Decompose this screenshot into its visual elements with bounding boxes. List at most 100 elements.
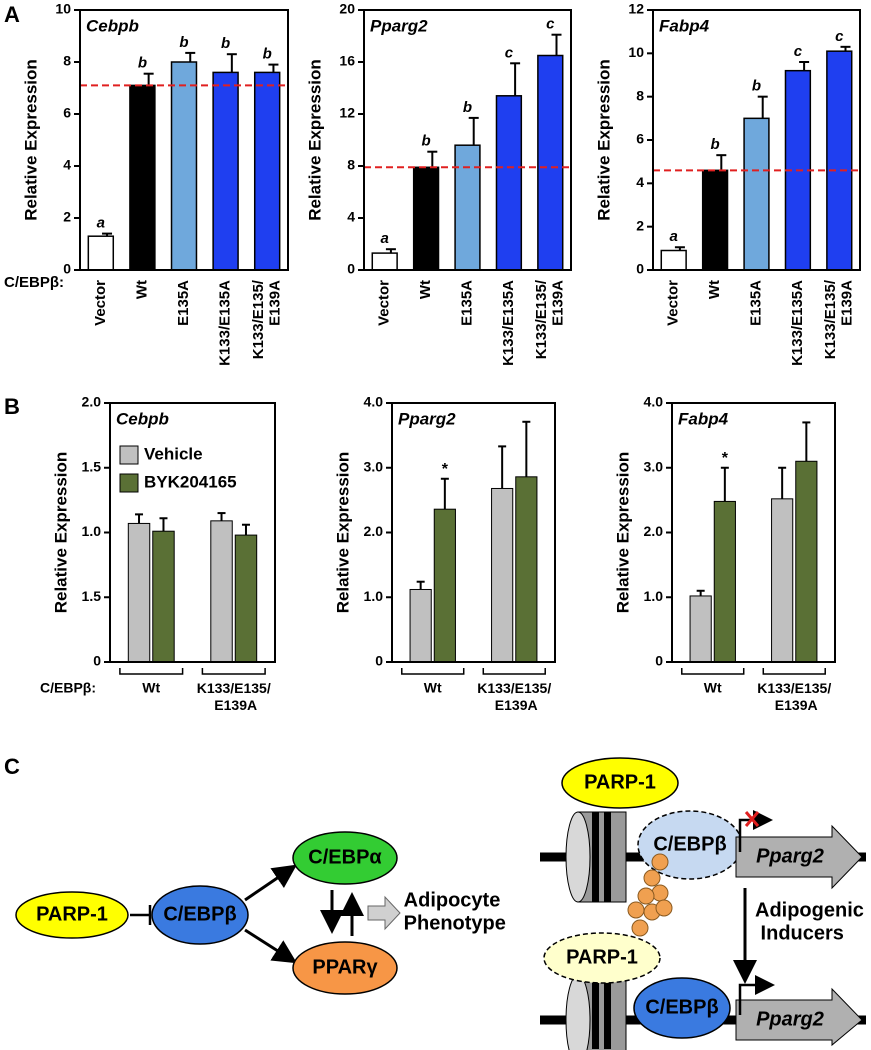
node-label: PARP-1 bbox=[36, 903, 108, 925]
arrow bbox=[244, 864, 297, 902]
plot-frame bbox=[109, 402, 276, 663]
gene bbox=[735, 824, 863, 890]
y-tick-label: 3.0 bbox=[644, 458, 664, 474]
x-tick-label: K133/E135/ E139A bbox=[250, 279, 284, 359]
chart-title: Fabp4 bbox=[659, 16, 710, 35]
bar bbox=[152, 530, 175, 663]
node bbox=[151, 885, 249, 945]
x-tick-label: Wt bbox=[142, 680, 160, 696]
node-label: C/EBPβ bbox=[163, 903, 236, 925]
y-tick-label: 12 bbox=[628, 1, 644, 17]
bar bbox=[660, 249, 687, 271]
par-chain bbox=[627, 853, 673, 937]
nucleosome bbox=[592, 975, 599, 1049]
promoter-after: PARP-1 C/EBPβ Pparg2 bbox=[540, 932, 866, 1050]
y-tick-label: 4 bbox=[347, 209, 355, 225]
bar bbox=[743, 117, 770, 271]
legend-swatch bbox=[119, 445, 139, 465]
x-tick-label: K133/E135/ E139A bbox=[757, 680, 831, 713]
text-line: Adipogenic bbox=[755, 900, 864, 922]
node bbox=[633, 977, 731, 1039]
bar bbox=[433, 508, 456, 663]
chart-title: Cebpb bbox=[86, 16, 139, 35]
y-axis-label: Relative Expression bbox=[51, 452, 70, 614]
x-tick-label: Vector bbox=[376, 280, 393, 326]
text-line: Inducers bbox=[755, 923, 844, 945]
panel-label: C bbox=[4, 754, 20, 779]
node bbox=[543, 932, 661, 984]
group-label: C/EBPβ: bbox=[40, 680, 96, 696]
x-tick-label: K133/E135A bbox=[789, 280, 806, 366]
nucleosome bbox=[565, 974, 591, 1050]
y-tick-label: 1.5 bbox=[82, 588, 102, 604]
significance-label: c bbox=[546, 16, 555, 33]
chart-title: Cebpb bbox=[116, 409, 169, 428]
bar bbox=[210, 520, 233, 663]
bar bbox=[409, 588, 432, 663]
panel-label: B bbox=[4, 394, 20, 419]
y-tick-label: 8 bbox=[636, 87, 644, 103]
pathway-diagram: PARP-1 C/EBPβ C/EBPα PPARγ Adipocyte Phe… bbox=[15, 831, 506, 995]
significance-label: b bbox=[179, 34, 188, 51]
significance-label: b bbox=[422, 133, 431, 150]
y-tick-label: 12 bbox=[339, 105, 355, 121]
group-label: C/EBPβ: bbox=[4, 274, 64, 291]
significance-label: b bbox=[711, 136, 720, 153]
node bbox=[292, 831, 398, 885]
significance-label: b bbox=[138, 55, 147, 72]
y-tick-label: 4 bbox=[636, 174, 644, 190]
tss bbox=[738, 810, 773, 852]
y-axis-label: Relative Expression bbox=[305, 59, 324, 221]
block-arrow bbox=[367, 895, 401, 931]
nucleosome bbox=[592, 812, 599, 902]
x-tick-label: E135A bbox=[747, 280, 764, 326]
y-tick-label: 0 bbox=[636, 261, 644, 277]
y-tick-label: 0 bbox=[347, 261, 355, 277]
y-tick-label: 2.0 bbox=[82, 394, 102, 410]
bar bbox=[826, 50, 853, 271]
y-tick-label: 1.5 bbox=[82, 458, 102, 474]
gene-label: Pparg2 bbox=[756, 1008, 824, 1030]
y-tick-label: 3.0 bbox=[364, 458, 384, 474]
y-tick-label: 4.0 bbox=[364, 394, 384, 410]
y-tick-label: 4 bbox=[63, 157, 71, 173]
plot-frame bbox=[671, 402, 836, 663]
y-tick-label: 4.0 bbox=[644, 394, 664, 410]
group-bracket bbox=[401, 668, 465, 675]
text-line: K133/E135/ bbox=[477, 680, 551, 696]
y-tick-label: 20 bbox=[339, 1, 355, 17]
bar bbox=[129, 84, 156, 271]
y-tick-label: 2.0 bbox=[644, 523, 664, 539]
y-tick-label: 8 bbox=[63, 53, 71, 69]
significance-label: b bbox=[752, 78, 761, 95]
nucleosome bbox=[604, 812, 611, 902]
legend-label: Vehicle bbox=[144, 444, 203, 463]
plot-frame bbox=[363, 9, 572, 271]
plot-frame bbox=[391, 402, 556, 663]
bar bbox=[515, 476, 538, 663]
x-tick-label: K133/E135A bbox=[500, 280, 517, 366]
group-bracket bbox=[482, 668, 546, 675]
y-tick-label: 0 bbox=[93, 653, 101, 669]
y-tick-label: 0 bbox=[655, 653, 663, 669]
bar bbox=[701, 169, 729, 271]
node bbox=[561, 757, 679, 809]
x-tick-label: K133/E135/ E139A bbox=[533, 279, 567, 359]
group-bracket bbox=[119, 668, 184, 675]
node-label: C/EBPβ bbox=[653, 833, 726, 855]
group-bracket bbox=[762, 668, 826, 675]
y-tick-label: 2.0 bbox=[364, 523, 384, 539]
text-line: E139A bbox=[771, 697, 818, 713]
bar bbox=[713, 500, 736, 663]
significance-label: c bbox=[835, 28, 844, 45]
bar bbox=[795, 460, 818, 663]
group-bracket bbox=[681, 668, 745, 675]
significance-label: a bbox=[97, 215, 105, 232]
y-axis-label: Relative Expression bbox=[613, 452, 632, 614]
promoter-before: PARP-1 C/EBPβ Pparg2 bbox=[540, 757, 866, 937]
bar bbox=[212, 71, 239, 271]
significance-label: a bbox=[381, 230, 389, 247]
x-tick-label: Wt bbox=[704, 680, 722, 696]
x-tick-label: K133/E135/ E139A bbox=[822, 279, 856, 359]
